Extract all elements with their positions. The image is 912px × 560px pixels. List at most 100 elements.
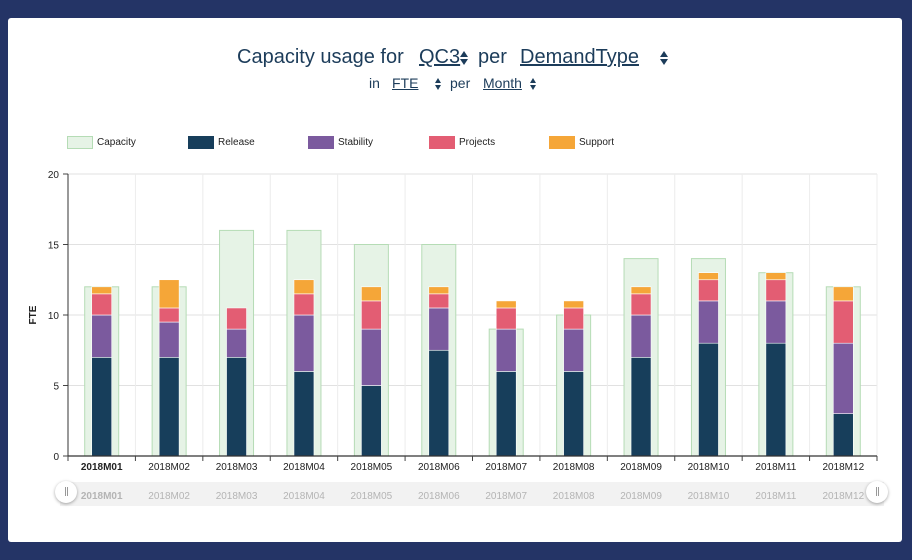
chart-plot: 0 5 10 15 20 FTE 2018M01 2018M01 2018M02 2018M02 2…: [28, 170, 878, 502]
bar-support: [428, 286, 450, 295]
navigator-tick-label: 2018M12: [822, 491, 864, 502]
navigator-tick-label: 2018M01: [81, 491, 123, 502]
bar-stability: [293, 314, 315, 372]
legend-swatch-projects: [429, 136, 455, 149]
x-tick-label: 2018M09: [620, 462, 662, 473]
bar-support: [495, 300, 517, 309]
x-tick-label: 2018M11: [755, 462, 796, 473]
y-tick-label: 10: [48, 311, 60, 322]
navigator-left-handle[interactable]: [55, 481, 77, 503]
subtitle-per: per: [450, 75, 471, 91]
legend-label-support: Support: [579, 137, 615, 148]
bar-stability: [630, 314, 652, 358]
bar-support: [765, 272, 787, 281]
bar-release: [698, 342, 719, 457]
navigator-tick-label: 2018M04: [283, 491, 325, 502]
bar-support: [630, 286, 652, 295]
legend-swatch-release: [188, 136, 214, 149]
subtitle-in: in: [369, 75, 380, 91]
bar-projects: [630, 293, 652, 316]
legend-label-stability: Stability: [338, 137, 374, 148]
bar-release: [495, 371, 517, 457]
x-tick-label: 2018M10: [688, 462, 730, 473]
x-tick-label: 2018M08: [553, 462, 595, 473]
bar-release: [158, 356, 180, 457]
title-per: per: [478, 46, 507, 68]
bar-support: [563, 300, 584, 309]
navigator-tick-label: 2018M07: [485, 491, 527, 502]
legend-swatch-support: [549, 136, 575, 149]
navigator-tick-label: 2018M09: [620, 491, 662, 502]
y-tick-label: 0: [53, 452, 59, 463]
x-tick-label: 2018M04: [283, 462, 325, 473]
chart-subtitle: in FTE per Month: [8, 75, 902, 95]
subject-selector[interactable]: QC3: [419, 46, 461, 68]
legend-swatch-stability: [308, 136, 334, 149]
title-prefix: Capacity usage for: [237, 46, 404, 68]
y-tick-label: 20: [48, 170, 60, 181]
bar-release: [361, 385, 382, 457]
bar-stability: [428, 307, 450, 351]
unit-selector[interactable]: FTE: [392, 75, 419, 91]
x-tick-label: 2018M12: [822, 462, 864, 473]
x-tick-label: 2018M02: [148, 462, 190, 473]
bar-release: [765, 342, 787, 457]
bar-support: [91, 286, 113, 295]
chart-title: Capacity usage for QC3 per DemandType: [8, 46, 902, 76]
bar-projects: [495, 307, 517, 330]
bar-release: [563, 371, 584, 457]
bar-release: [91, 356, 113, 457]
y-tick-label: 15: [48, 241, 60, 252]
bar-projects: [361, 300, 382, 330]
bar-support: [293, 279, 315, 295]
legend-label-capacity: Capacity: [97, 137, 136, 148]
bar-stability: [158, 321, 180, 358]
navigator-tick-label: 2018M10: [688, 491, 730, 502]
legend-swatch-capacity: [67, 136, 93, 149]
navigator-right-handle[interactable]: [866, 481, 888, 503]
legend-label-release: Release: [218, 137, 255, 148]
bar-support: [158, 279, 180, 309]
navigator-track[interactable]: [60, 482, 884, 506]
bar-stability: [832, 342, 854, 415]
x-tick-label: 2018M06: [418, 462, 460, 473]
x-tick-label: 2018M05: [351, 462, 393, 473]
navigator-tick-label: 2018M03: [216, 491, 258, 502]
dimension-selector[interactable]: DemandType: [520, 46, 639, 68]
bar-projects: [832, 300, 854, 344]
chart-panel: Capacity usage for QC3 per DemandType in…: [8, 18, 902, 542]
navigator-tick-label: 2018M08: [553, 491, 595, 502]
y-axis-label: FTE: [28, 305, 39, 324]
bar-projects: [765, 279, 787, 302]
bar-stability: [698, 300, 719, 344]
navigator-tick-label: 2018M11: [755, 491, 796, 502]
bar-stability: [91, 314, 113, 358]
navigator-tick-label: 2018M02: [148, 491, 190, 502]
bar-release: [226, 356, 247, 457]
period-selector[interactable]: Month: [483, 75, 522, 91]
bar-projects: [158, 307, 180, 323]
y-tick-label: 5: [53, 382, 59, 393]
bar-projects: [428, 293, 450, 309]
legend-label-projects: Projects: [459, 137, 496, 148]
bar-projects: [563, 307, 584, 330]
x-tick-label: 2018M01: [81, 462, 123, 473]
bar-projects: [226, 307, 247, 330]
bar-support: [832, 286, 854, 302]
bar-projects: [293, 293, 315, 316]
navigator-tick-label: 2018M06: [418, 491, 460, 502]
bar-stability: [563, 328, 584, 372]
bar-stability: [765, 300, 787, 344]
bar-projects: [698, 279, 719, 302]
bar-support: [698, 272, 719, 281]
bar-release: [630, 356, 652, 457]
bar-support: [361, 286, 382, 302]
bar-release: [832, 413, 854, 457]
bar-release: [293, 371, 315, 457]
bar-stability: [361, 328, 382, 386]
bar-stability: [226, 328, 247, 358]
bar-release: [428, 349, 450, 457]
bar-stability: [495, 328, 517, 372]
x-tick-label: 2018M07: [485, 462, 527, 473]
bar-projects: [91, 293, 113, 316]
